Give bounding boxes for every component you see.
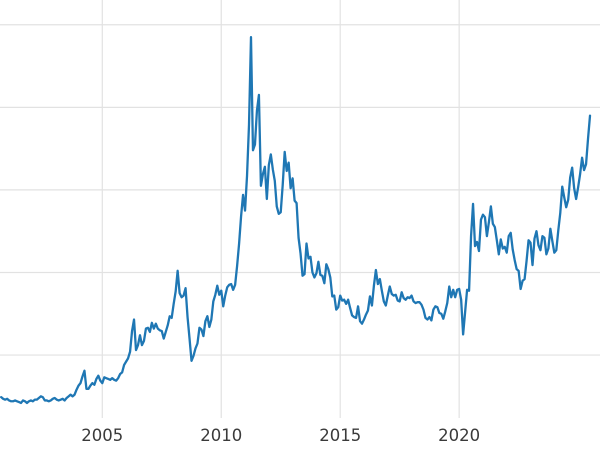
- x-tick-label: 2020: [438, 426, 480, 445]
- x-tick-label: 2015: [319, 426, 361, 445]
- x-tick-label: 2005: [81, 426, 123, 445]
- price-line: [0, 36, 592, 405]
- x-tick-label: 2010: [200, 426, 242, 445]
